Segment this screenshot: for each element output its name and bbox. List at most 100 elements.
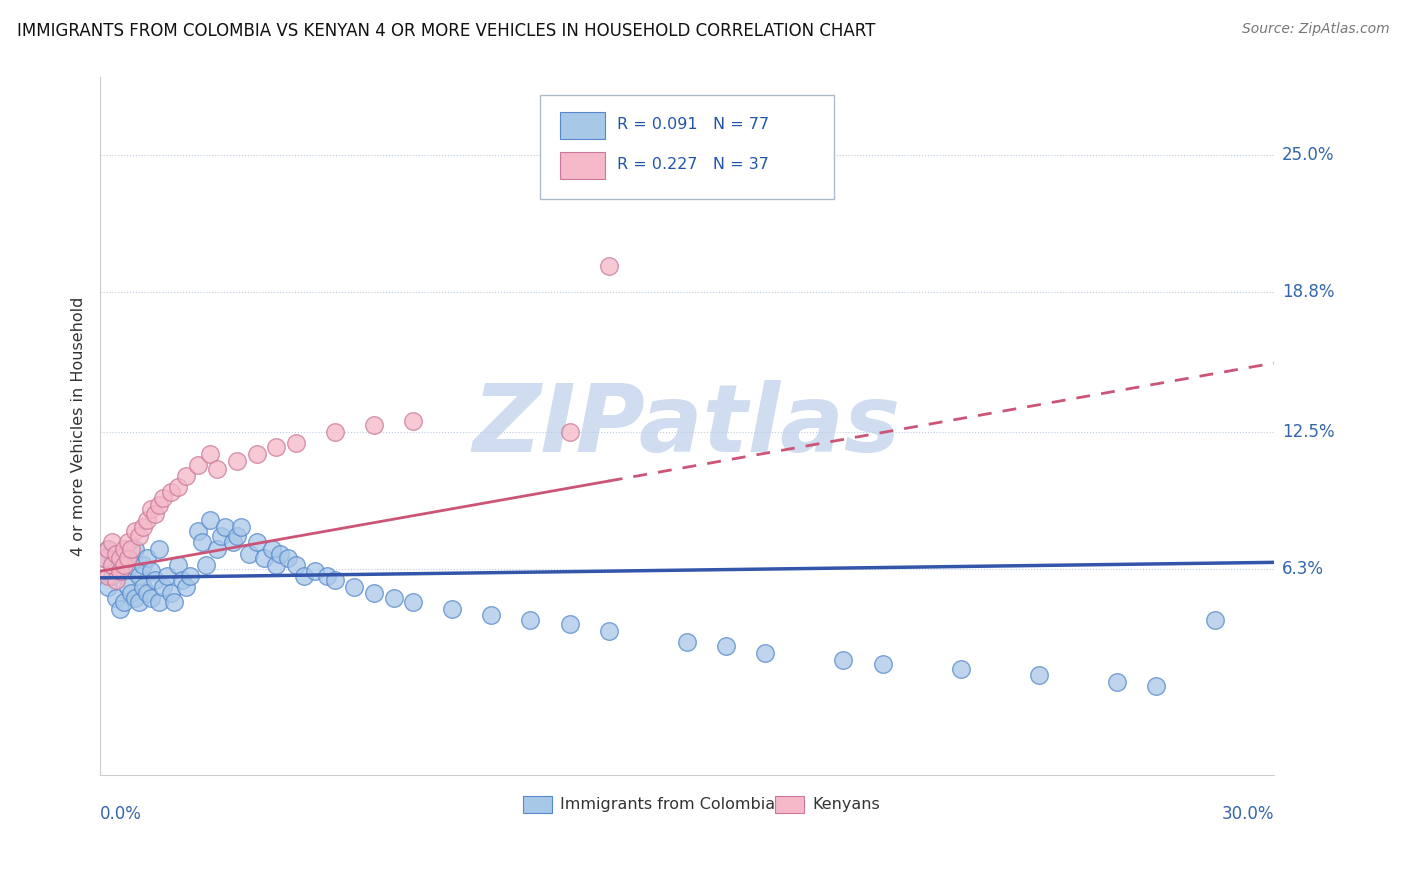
Point [132, 520, 155, 534]
Point [198, 447, 221, 461]
Text: 12.5%: 12.5% [1282, 423, 1334, 441]
Point [207, 542, 229, 557]
Point [832, 653, 855, 667]
Point [207, 462, 229, 476]
Point [163, 595, 186, 609]
Point [101, 535, 124, 549]
Point [124, 591, 146, 605]
Point [382, 591, 405, 605]
Text: Kenyans: Kenyans [813, 797, 880, 813]
Point [97, 568, 120, 582]
Point [167, 480, 190, 494]
Text: 25.0%: 25.0% [1282, 146, 1334, 164]
Point [136, 586, 159, 600]
Point [194, 558, 217, 572]
Point [148, 595, 170, 609]
Point [112, 547, 135, 561]
FancyBboxPatch shape [560, 112, 605, 139]
Point [277, 550, 299, 565]
Point [128, 568, 150, 582]
Text: Immigrants from Colombia: Immigrants from Colombia [560, 797, 775, 813]
Point [676, 635, 699, 649]
Point [117, 550, 139, 565]
Point [214, 520, 236, 534]
Point [284, 558, 307, 572]
Point [246, 535, 269, 549]
Text: 0.0%: 0.0% [100, 805, 142, 823]
FancyBboxPatch shape [523, 796, 553, 814]
Point [343, 580, 366, 594]
Point [104, 547, 127, 561]
Text: 6.3%: 6.3% [1282, 560, 1324, 578]
Point [187, 458, 209, 472]
Point [264, 558, 287, 572]
Point [209, 529, 232, 543]
Point [262, 542, 284, 557]
Point [363, 418, 385, 433]
Point [108, 564, 131, 578]
Point [174, 469, 197, 483]
Point [229, 520, 252, 534]
Point [402, 414, 425, 428]
Point [598, 259, 620, 273]
Point [139, 502, 162, 516]
Point [441, 602, 464, 616]
Point [112, 595, 135, 609]
Point [108, 550, 131, 565]
Point [132, 558, 155, 572]
Point [558, 425, 581, 439]
Point [1028, 668, 1050, 682]
FancyBboxPatch shape [775, 796, 804, 814]
Point [316, 568, 339, 582]
Point [117, 535, 139, 549]
Point [402, 595, 425, 609]
Point [104, 591, 127, 605]
Point [159, 484, 181, 499]
Point [198, 513, 221, 527]
Point [143, 507, 166, 521]
Point [148, 498, 170, 512]
Point [104, 573, 127, 587]
Point [226, 453, 249, 467]
Point [120, 558, 142, 572]
Point [97, 542, 120, 557]
Point [269, 547, 291, 561]
Point [152, 580, 174, 594]
Point [323, 425, 346, 439]
Point [139, 564, 162, 578]
Point [284, 435, 307, 450]
Point [117, 550, 139, 565]
Point [292, 568, 315, 582]
Point [124, 524, 146, 539]
Point [1204, 613, 1226, 627]
Point [187, 524, 209, 539]
Point [323, 573, 346, 587]
Point [179, 568, 201, 582]
Text: 30.0%: 30.0% [1222, 805, 1274, 823]
FancyBboxPatch shape [560, 152, 605, 178]
Point [143, 573, 166, 587]
Point [104, 547, 127, 561]
Point [136, 550, 159, 565]
Point [222, 535, 245, 549]
Point [714, 640, 737, 654]
Point [519, 613, 541, 627]
Point [136, 513, 159, 527]
Text: 18.8%: 18.8% [1282, 284, 1334, 301]
Point [152, 491, 174, 505]
Point [101, 568, 124, 582]
Point [949, 662, 972, 676]
Point [120, 542, 142, 557]
Point [304, 564, 326, 578]
Text: R = 0.227   N = 37: R = 0.227 N = 37 [617, 157, 769, 172]
Point [156, 568, 179, 582]
Point [139, 591, 162, 605]
Point [191, 535, 214, 549]
Point [93, 550, 115, 565]
FancyBboxPatch shape [540, 95, 834, 200]
Point [1144, 679, 1167, 693]
Point [238, 547, 260, 561]
Point [120, 586, 142, 600]
Point [479, 608, 502, 623]
Point [128, 529, 150, 543]
